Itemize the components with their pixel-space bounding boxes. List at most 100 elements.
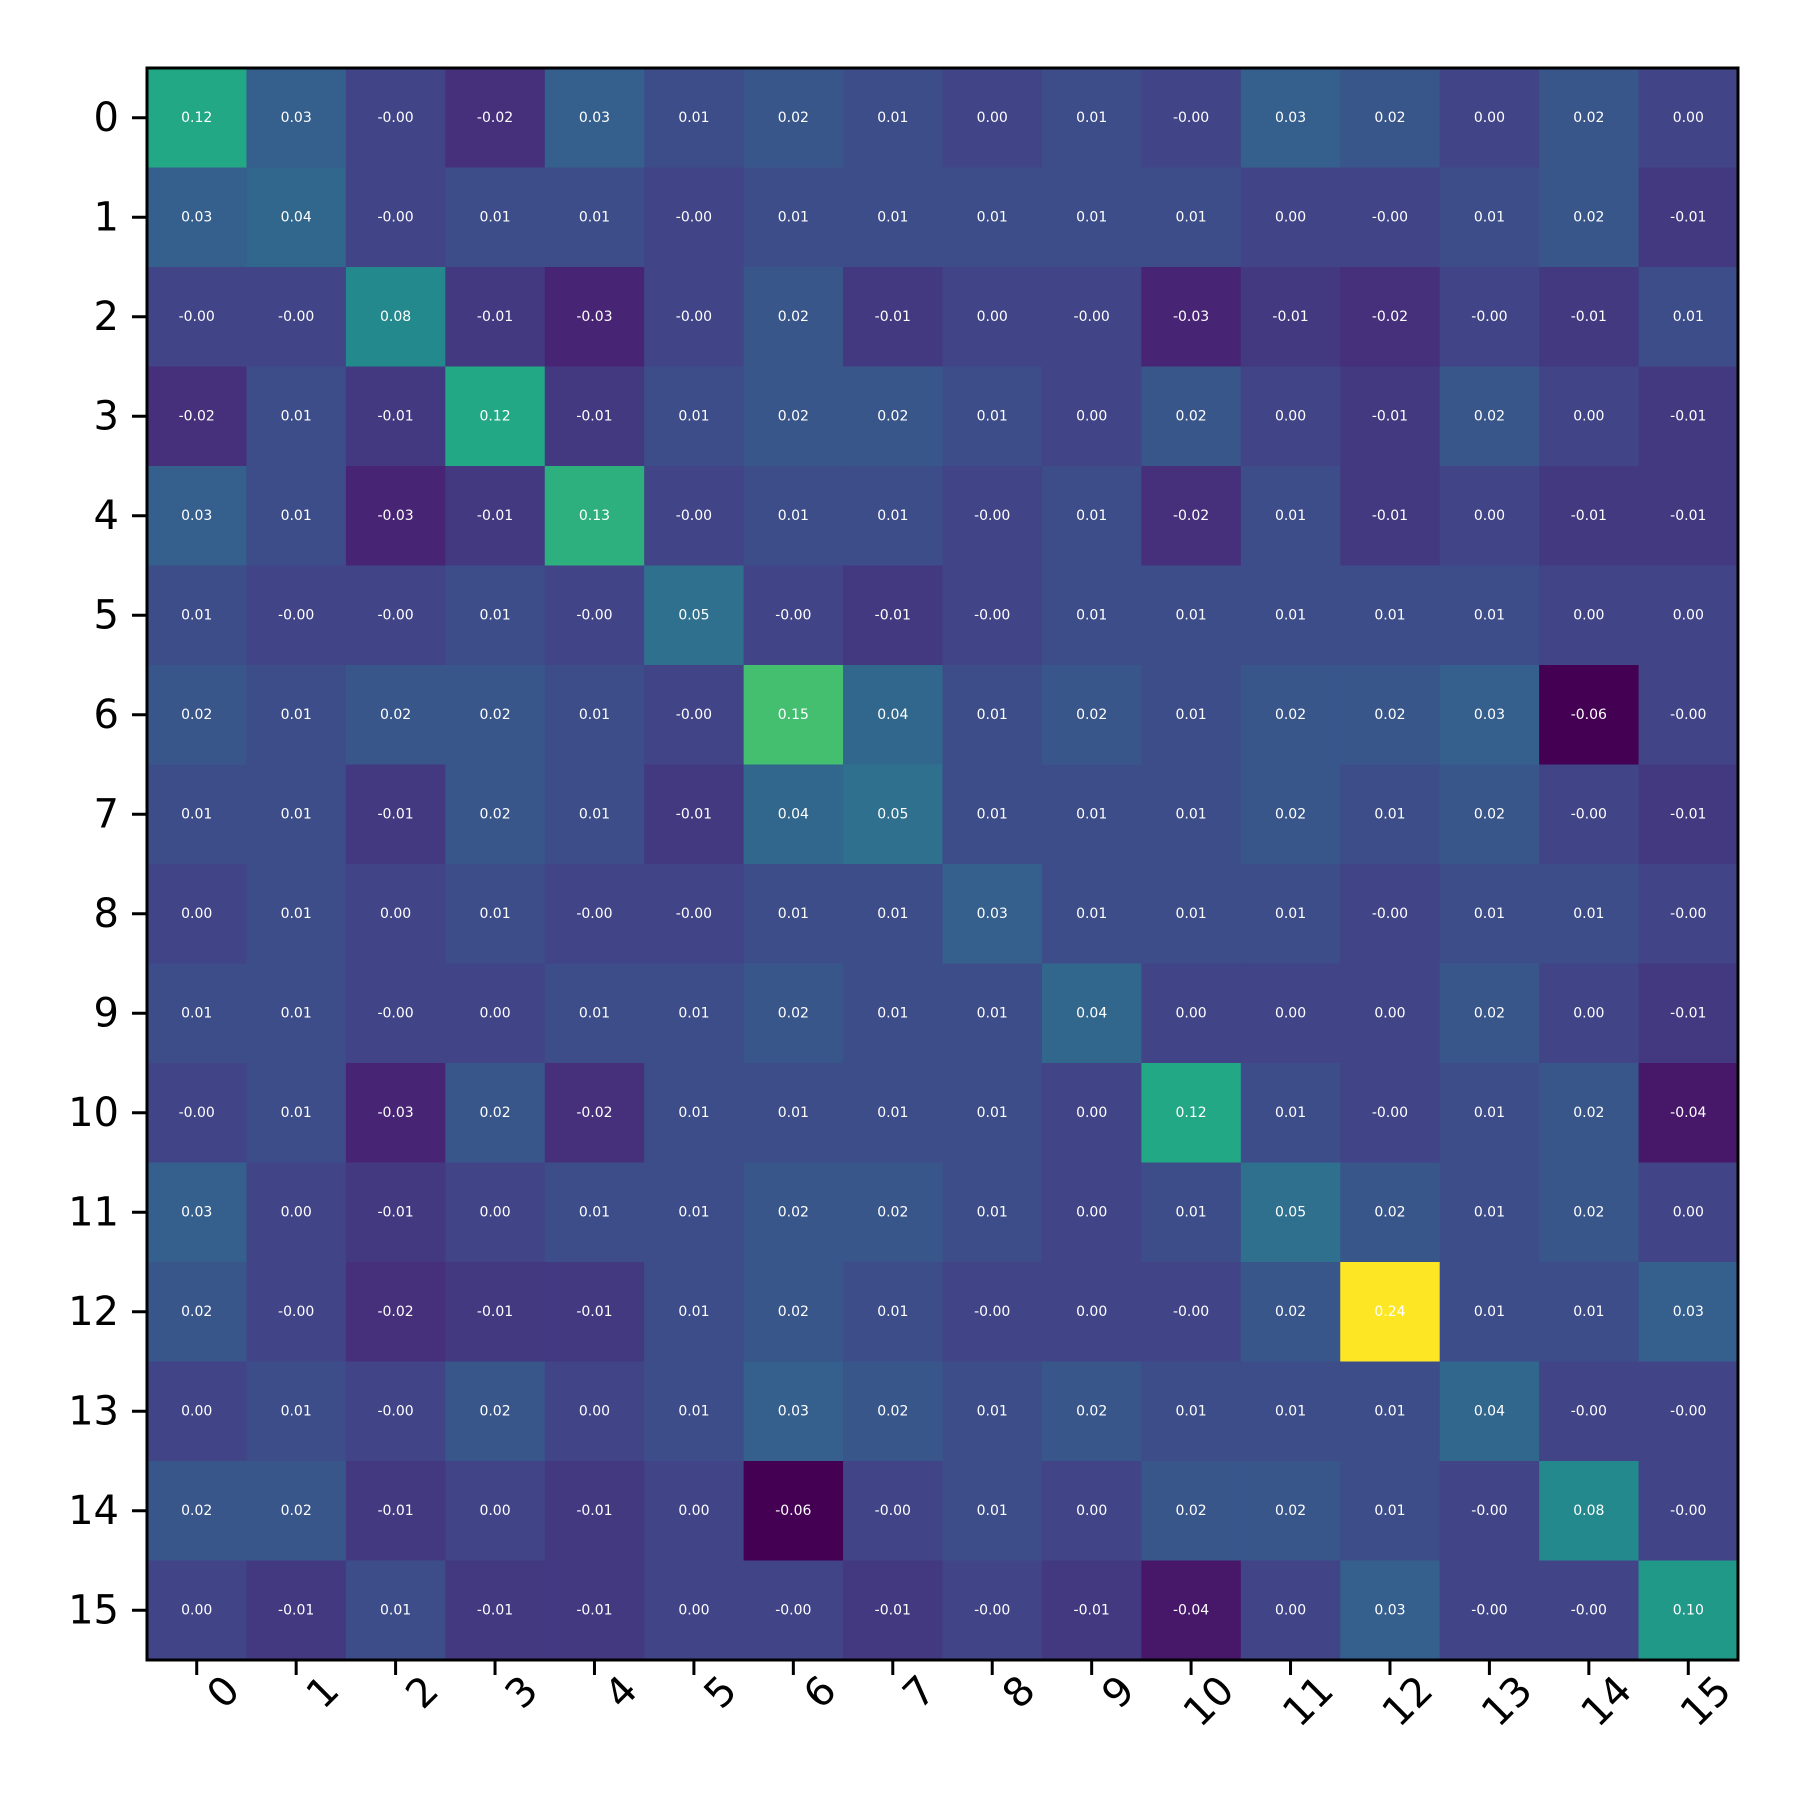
heatmap-cell-r2-c11	[1240, 267, 1341, 368]
heatmap-cell-r10-c15	[1638, 1063, 1739, 1164]
cell-value-label: -0.00	[1173, 1304, 1209, 1320]
plot-frame	[145, 66, 1740, 1662]
cell-value-label: 0.01	[1275, 1403, 1306, 1419]
cell-value-label: -0.00	[377, 209, 413, 225]
heatmap-cell-r1-c3	[445, 167, 546, 268]
cell-value-label: 0.01	[181, 1005, 212, 1021]
cell-value-label: -0.00	[775, 1602, 811, 1618]
cell-value-label: 0.01	[1076, 508, 1107, 524]
cell-value-label: 0.01	[1573, 1304, 1604, 1320]
cell-value-label: 0.00	[1076, 1204, 1107, 1220]
heatmap-cell-r9-c9	[1041, 963, 1142, 1064]
x-tick-label: 3	[497, 1667, 548, 1718]
cell-value-label: 0.02	[778, 1005, 809, 1021]
heatmap-cell-r10-c3	[445, 1063, 546, 1164]
heatmap-cell-r8-c0	[147, 864, 248, 965]
heatmap-cell-r12-c2	[345, 1262, 446, 1363]
heatmap-cell-r6-c7	[843, 665, 944, 766]
cell-value-label: 0.01	[1573, 906, 1604, 922]
cell-value-label: 0.03	[181, 1204, 212, 1220]
cell-value-label: -0.00	[974, 1602, 1010, 1618]
cell-value-label: 0.01	[281, 1403, 312, 1419]
cell-value-label: 0.00	[977, 309, 1008, 325]
heatmap-cell-r0-c6	[743, 68, 844, 169]
heatmap-cell-r10-c2	[345, 1063, 446, 1164]
heatmap-cell-r13-c11	[1240, 1361, 1341, 1462]
cell-value-label: 0.01	[877, 1105, 908, 1121]
heatmap-cell-r9-c0	[147, 963, 248, 1064]
cell-value-label: 0.01	[1673, 309, 1704, 325]
heatmap-cell-r14-c14	[1539, 1461, 1640, 1562]
heatmap-cell-r11-c6	[743, 1162, 844, 1263]
heatmap-cell-r12-c11	[1240, 1262, 1341, 1363]
heatmap-cell-r8-c12	[1340, 864, 1441, 965]
cell-value-label: 0.02	[1275, 1503, 1306, 1519]
cell-value-label: 0.02	[1275, 707, 1306, 723]
cell-value-label: -0.00	[974, 508, 1010, 524]
cell-value-label: 0.02	[1573, 209, 1604, 225]
x-tick-label: 15	[1672, 1667, 1741, 1736]
cell-value-label: 0.01	[1374, 607, 1405, 623]
heatmap-cell-r9-c7	[843, 963, 944, 1064]
cell-value-label: 0.01	[678, 1204, 709, 1220]
heatmap-cell-r10-c12	[1340, 1063, 1441, 1164]
x-tick-label: 6	[795, 1667, 846, 1718]
heatmap-cell-r3-c13	[1439, 366, 1540, 467]
heatmap-cell-r13-c4	[544, 1361, 645, 1462]
heatmap-cell-r7-c11	[1240, 764, 1341, 865]
cell-value-label: 0.02	[778, 309, 809, 325]
heatmap-cell-r0-c7	[843, 68, 944, 169]
heatmap-cell-r4-c6	[743, 466, 844, 567]
heatmap-cell-r2-c12	[1340, 267, 1441, 368]
heatmap-cell-r4-c2	[345, 466, 446, 567]
cell-value-label: 0.04	[877, 707, 908, 723]
x-tick-label: 13	[1473, 1667, 1542, 1736]
y-tick-label: 1	[94, 194, 119, 240]
cell-value-label: 0.00	[1076, 1304, 1107, 1320]
cell-value-label: 0.02	[1275, 1304, 1306, 1320]
cell-value-label: -0.00	[974, 607, 1010, 623]
cell-value-label: -0.04	[1173, 1602, 1209, 1618]
cell-value-label: 0.03	[1673, 1304, 1704, 1320]
cell-value-label: 0.00	[1573, 607, 1604, 623]
cell-value-label: 0.01	[977, 1204, 1008, 1220]
heatmap-cell-r10-c14	[1539, 1063, 1640, 1164]
cell-value-label: 0.02	[877, 1403, 908, 1419]
heatmap-cell-r9-c6	[743, 963, 844, 1064]
heatmap-cell-r15-c13	[1439, 1560, 1540, 1661]
heatmap-cell-r0-c12	[1340, 68, 1441, 169]
cell-value-label: 0.02	[1076, 1403, 1107, 1419]
heatmap-cell-r11-c0	[147, 1162, 248, 1263]
cell-value-label: -0.06	[1571, 707, 1607, 723]
cell-value-label: -0.00	[278, 607, 314, 623]
cell-value-label: 0.01	[479, 607, 510, 623]
heatmap-cell-r9-c14	[1539, 963, 1640, 1064]
heatmap-cell-r11-c1	[246, 1162, 347, 1263]
cell-value-label: -0.01	[576, 408, 612, 424]
heatmap-cell-r2-c3	[445, 267, 546, 368]
cell-value-label: 0.01	[877, 1304, 908, 1320]
heatmap-cell-r4-c14	[1539, 466, 1640, 567]
y-tick-label: 8	[94, 891, 119, 937]
cell-value-label: -0.00	[1571, 1403, 1607, 1419]
cell-value-label: 0.02	[1076, 707, 1107, 723]
cell-value-label: 0.02	[778, 110, 809, 126]
heatmap-cell-r11-c14	[1539, 1162, 1640, 1263]
cell-value-label: 0.10	[1673, 1602, 1704, 1618]
cell-value-label: 0.01	[1076, 209, 1107, 225]
cell-value-label: -0.01	[576, 1304, 612, 1320]
cell-value-label: -0.01	[1670, 508, 1706, 524]
cell-value-label: -0.00	[676, 906, 712, 922]
cell-value-label: 0.01	[977, 209, 1008, 225]
heatmap-cell-r13-c13	[1439, 1361, 1540, 1462]
cell-value-label: 0.01	[181, 806, 212, 822]
heatmap-cell-r14-c5	[644, 1461, 745, 1562]
cell-value-label: -0.01	[1272, 309, 1308, 325]
y-tick-label: 13	[68, 1388, 119, 1434]
cell-value-label: 0.03	[977, 906, 1008, 922]
heatmap-cell-r11-c15	[1638, 1162, 1739, 1263]
cell-value-label: 0.00	[1076, 1503, 1107, 1519]
heatmap-cell-r12-c12	[1340, 1262, 1441, 1363]
x-tick-label: 11	[1274, 1667, 1343, 1736]
heatmap-cell-r3-c0	[147, 366, 248, 467]
